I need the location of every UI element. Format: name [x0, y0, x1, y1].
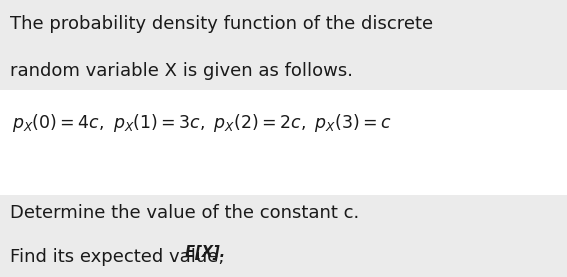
Text: $p_X(0) = 4c,\ p_X(1) = 3c,\ p_X(2) = 2c,\ p_X(3) = c$: $p_X(0) = 4c,\ p_X(1) = 3c,\ p_X(2) = 2c…	[12, 112, 392, 134]
Text: Find its expected value,: Find its expected value,	[10, 248, 225, 266]
Text: The probability density function of the discrete: The probability density function of the …	[10, 15, 433, 33]
Text: Determine the value of the constant c.: Determine the value of the constant c.	[10, 204, 359, 222]
Text: random variable X is given as follows.: random variable X is given as follows.	[10, 62, 353, 80]
Text: E[X].: E[X].	[180, 245, 226, 260]
